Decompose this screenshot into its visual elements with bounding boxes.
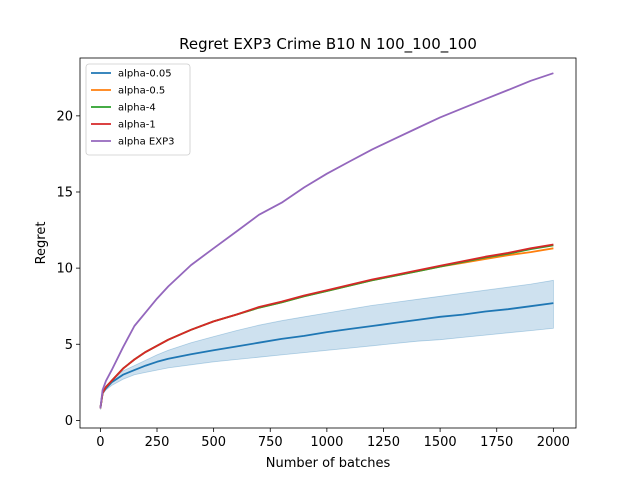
series-lines	[99, 72, 554, 409]
y-tick-label: 15	[56, 185, 73, 200]
x-tick-label: 1000	[310, 435, 343, 450]
x-tick-label: 1750	[480, 435, 513, 450]
legend-entry-label: alpha-0.05	[118, 69, 172, 80]
legend-box	[85, 63, 191, 156]
plot-area-frame	[79, 57, 577, 429]
x-axis-label: Number of batches	[266, 456, 391, 471]
legend: alpha-0.05 alpha-0.5 alpha-4 alpha-1 alpha E…	[85, 63, 191, 156]
y-tick-label: 20	[56, 109, 73, 124]
chart-title: Regret EXP3 Crime B10 N 100_100_100	[179, 35, 477, 54]
x-tick-label: 1250	[367, 435, 400, 450]
x-axis: 0 250 500 750 1000 1250 1500 1750 2000	[96, 428, 570, 450]
legend-entry-label: alpha-0.5	[118, 86, 165, 97]
x-tick-label: 0	[96, 435, 104, 450]
x-tick-label: 750	[258, 435, 283, 450]
confidence-band-0	[100, 279, 554, 410]
legend-entry-label: alpha EXP3	[118, 137, 174, 148]
x-tick-label: 250	[145, 435, 170, 450]
confidence-bands	[100, 279, 554, 410]
legend-entry-label: alpha-4	[118, 103, 156, 114]
y-axis: 0 5 10 15 20	[56, 109, 80, 429]
legend-entry-label: alpha-1	[118, 120, 156, 131]
x-tick-label: 500	[201, 435, 226, 450]
y-tick-label: 0	[65, 414, 73, 429]
y-tick-label: 5	[65, 338, 73, 353]
x-tick-label: 2000	[537, 435, 570, 450]
y-tick-label: 10	[56, 262, 73, 277]
y-axis-label: Regret	[34, 222, 49, 265]
series-line-0	[99, 302, 554, 409]
series-line-4	[99, 72, 554, 409]
x-tick-label: 1500	[424, 435, 457, 450]
series-line-3	[99, 243, 554, 409]
